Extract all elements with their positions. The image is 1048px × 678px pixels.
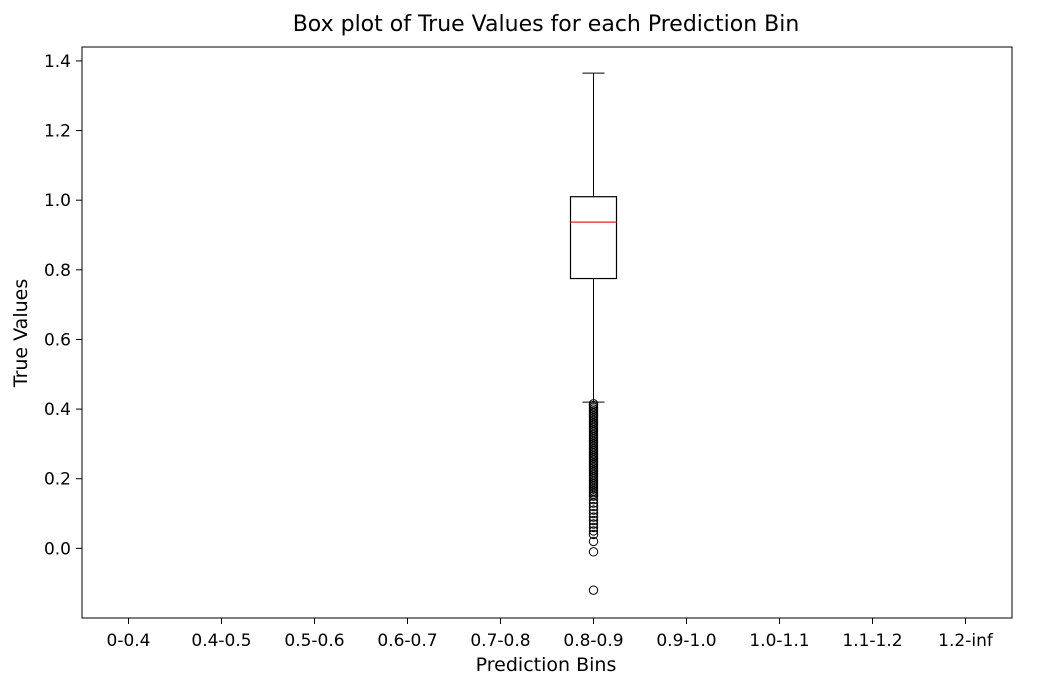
outlier-point	[588, 501, 599, 512]
outlier-point	[588, 515, 599, 526]
y-tick-label: 0.6	[44, 330, 71, 350]
x-tick-label: 0.8-0.9	[563, 631, 623, 651]
chart-title: Box plot of True Values for each Predict…	[293, 12, 800, 37]
x-tick-label: 1.2-inf	[938, 631, 994, 651]
y-tick-label: 0.4	[44, 400, 71, 420]
x-tick-label: 0.6-0.7	[377, 631, 437, 651]
x-axis-label: Prediction Bins	[476, 654, 617, 676]
y-tick-label: 0.8	[44, 261, 71, 281]
outlier-point	[588, 494, 599, 505]
outlier-point	[588, 547, 599, 557]
outlier-point	[588, 526, 599, 536]
outlier-point	[588, 508, 599, 519]
outlier-point	[588, 491, 599, 501]
y-tick-label: 0.0	[44, 539, 71, 559]
x-tick-label: 1.1-1.2	[842, 631, 902, 651]
plot-frame	[81, 46, 1013, 619]
y-tick-label: 1.4	[44, 52, 71, 72]
y-axis-label: True Values	[10, 279, 32, 388]
y-tick-label: 1.0	[44, 191, 71, 211]
outlier-point	[588, 498, 599, 508]
x-tick-label: 0.5-0.6	[284, 631, 344, 651]
outlier-point	[588, 585, 599, 595]
outlier-point	[588, 529, 599, 540]
outlier-point	[588, 505, 599, 515]
plot-area: 0.0 0.2 0.4 0.6 0.8 1.0 1.2 1.4 0-0.4 0.4-0.5 0.5-…	[44, 46, 1013, 651]
outlier-point	[588, 512, 599, 522]
x-tick-label: 0.9-1.0	[656, 631, 716, 651]
outlier-point	[588, 522, 599, 533]
outlier-point	[588, 519, 599, 529]
x-tick-label: 0.7-0.8	[470, 631, 530, 651]
x-tick-label: 0.4-0.5	[191, 631, 251, 651]
outlier-point	[588, 536, 599, 547]
box-iqr	[569, 196, 618, 280]
y-tick-label: 0.2	[44, 470, 71, 490]
y-tick-label: 1.2	[44, 122, 71, 142]
x-tick-label: 0-0.4	[107, 631, 151, 651]
x-tick-label: 1.0-1.1	[749, 631, 809, 651]
